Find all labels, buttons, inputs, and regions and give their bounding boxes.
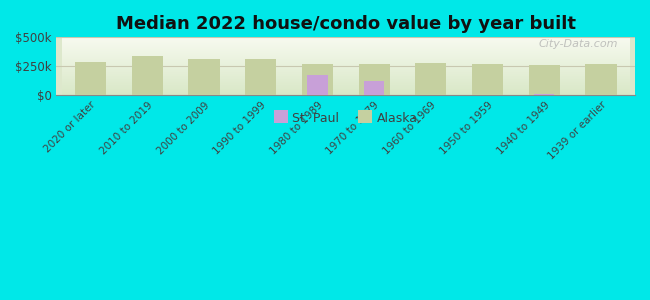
- Bar: [359, 64, 390, 95]
- Text: City-Data.com: City-Data.com: [538, 39, 617, 49]
- Bar: [586, 64, 617, 95]
- Bar: [528, 65, 560, 95]
- Bar: [307, 75, 328, 95]
- Bar: [415, 63, 447, 95]
- Bar: [364, 81, 384, 95]
- Bar: [132, 56, 163, 95]
- Bar: [472, 64, 503, 95]
- Bar: [302, 64, 333, 95]
- Bar: [245, 59, 276, 95]
- Bar: [188, 59, 220, 95]
- Title: Median 2022 house/condo value by year built: Median 2022 house/condo value by year bu…: [116, 15, 576, 33]
- Bar: [534, 94, 554, 95]
- Legend: St. Paul, Alaska: St. Paul, Alaska: [268, 107, 423, 130]
- Bar: [75, 62, 106, 95]
